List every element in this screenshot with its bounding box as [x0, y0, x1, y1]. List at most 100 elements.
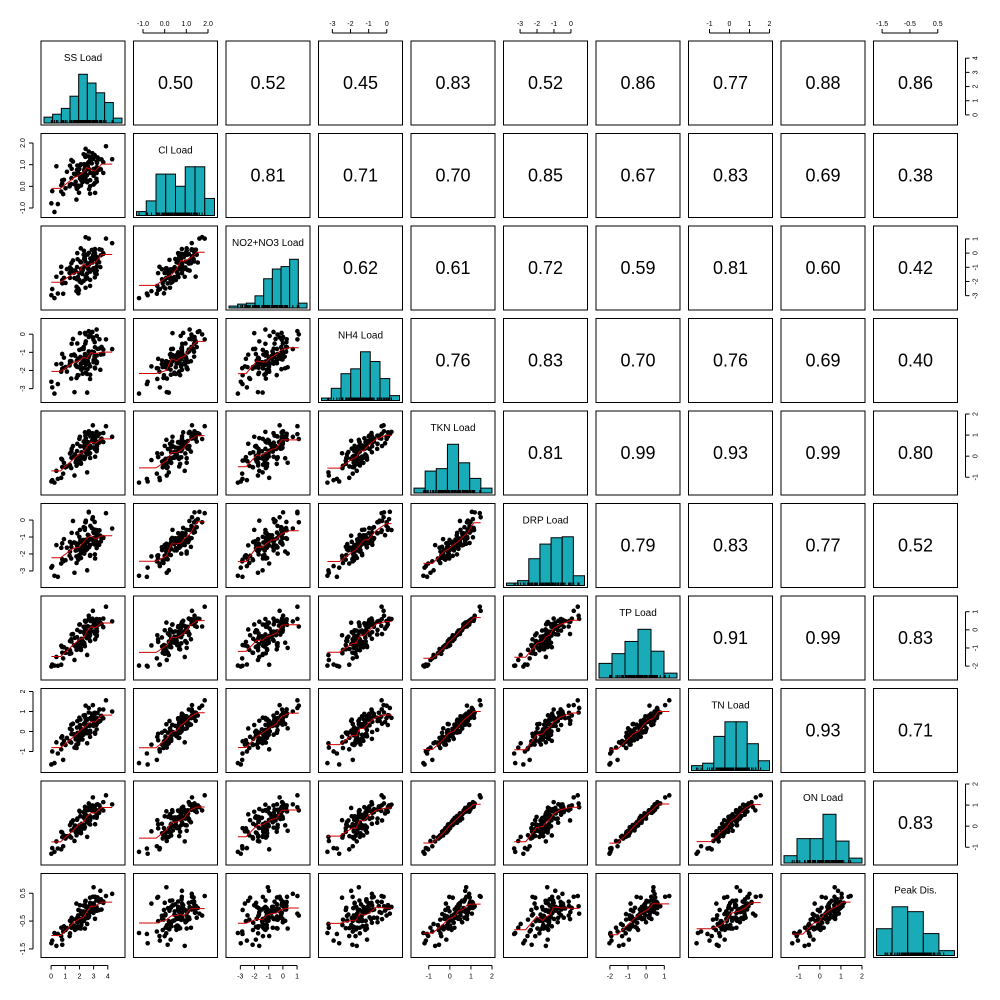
scatter-point	[623, 745, 629, 751]
scatter-point	[79, 367, 84, 372]
scatter-point	[70, 818, 76, 823]
scatter-point	[553, 631, 558, 637]
scatter-point	[371, 713, 377, 719]
scatter-point	[274, 360, 280, 366]
scatter-point	[326, 652, 331, 658]
scatter-point	[77, 166, 82, 172]
panel-frame	[503, 40, 588, 126]
scatter-point	[279, 330, 284, 336]
scatter-point	[285, 645, 290, 651]
scatter-point	[274, 641, 280, 647]
scatter-point	[350, 471, 356, 476]
panel-r0-c8: 0.88	[780, 40, 866, 126]
scatter-point	[82, 252, 88, 257]
scatter-point	[67, 726, 73, 732]
scatter-point	[67, 463, 73, 468]
scatter-point	[369, 707, 374, 712]
scatter-point	[263, 802, 268, 807]
scatter-point	[164, 657, 170, 663]
scatter-point	[103, 236, 109, 241]
scatter-point	[184, 455, 189, 461]
scatter-point	[180, 330, 186, 336]
scatter-point	[92, 552, 98, 557]
scatter-point	[250, 557, 255, 562]
scatter-point	[264, 367, 270, 372]
scatter-point	[440, 726, 446, 731]
scatter-point	[382, 441, 388, 446]
correlation-value: 0.40	[898, 351, 933, 371]
scatter-point	[87, 372, 93, 378]
scatter-point	[164, 721, 169, 727]
scatter-point	[340, 560, 346, 566]
scatter-point	[157, 475, 162, 481]
scatter-point	[165, 814, 171, 820]
scatter-point	[350, 637, 355, 642]
scatter-point	[243, 552, 249, 558]
scatter-point	[296, 520, 302, 525]
scatter-point	[54, 740, 59, 745]
panel-r7-c6	[595, 688, 681, 773]
scatter-point	[84, 740, 90, 746]
scatter-point	[350, 631, 356, 636]
scatter-point	[543, 719, 549, 724]
scatter-point	[82, 256, 87, 262]
scatter-point	[290, 802, 296, 807]
scatter-point	[84, 390, 90, 395]
panel-r4-c0	[40, 410, 126, 496]
correlation-value: 0.81	[250, 166, 285, 186]
scatter-point	[163, 270, 168, 276]
scatter-point	[280, 613, 286, 619]
scatter-point	[265, 721, 271, 727]
scatter-point	[271, 548, 276, 553]
scatter-point	[164, 620, 169, 625]
scatter-point	[183, 638, 188, 644]
scatter-point	[350, 464, 355, 470]
scatter-point	[284, 804, 289, 809]
scatter-point	[245, 726, 251, 731]
scatter-point	[109, 156, 115, 162]
scatter-point	[161, 745, 166, 751]
scatter-point	[157, 847, 162, 852]
scatter-point	[256, 365, 261, 371]
scatter-point	[260, 534, 266, 540]
scatter-point	[187, 802, 192, 807]
scatter-point	[81, 162, 87, 167]
scatter-point	[284, 519, 289, 525]
scatter-point	[174, 453, 180, 459]
scatter-point	[381, 710, 387, 715]
correlation-value: 0.70	[435, 166, 470, 186]
smoother-line	[327, 621, 392, 653]
scatter-point	[550, 621, 556, 627]
scatter-point	[375, 531, 380, 536]
scatter-point	[543, 839, 549, 844]
scatter-point	[157, 385, 163, 390]
scatter-point	[543, 622, 549, 627]
scatter-point	[444, 728, 450, 733]
scatter-point	[468, 519, 473, 525]
histogram-bar	[528, 558, 541, 586]
scatter-point	[560, 617, 566, 623]
scatter-point	[70, 258, 76, 263]
scatter-point	[278, 632, 283, 637]
panel-frame	[873, 133, 958, 218]
scatter-point	[381, 702, 386, 708]
panel-frame	[688, 410, 773, 496]
scatter-point	[348, 438, 354, 444]
scatter-point	[186, 261, 192, 266]
scatter-point	[346, 548, 351, 553]
scatter-point	[277, 423, 282, 428]
scatter-point	[340, 745, 346, 751]
scatter-point	[86, 510, 92, 515]
scatter-point	[366, 804, 372, 809]
correlation-value: 0.79	[620, 536, 655, 556]
panel-frame	[595, 40, 681, 126]
scatter-point	[382, 626, 388, 631]
scatter-point	[187, 527, 192, 533]
scatter-point	[88, 332, 93, 337]
scatter-point	[357, 834, 363, 840]
scatter-point	[96, 259, 102, 265]
scatter-point	[336, 762, 342, 767]
scatter-point	[83, 518, 89, 523]
scatter-point	[87, 269, 93, 274]
scatter-point	[136, 573, 142, 579]
